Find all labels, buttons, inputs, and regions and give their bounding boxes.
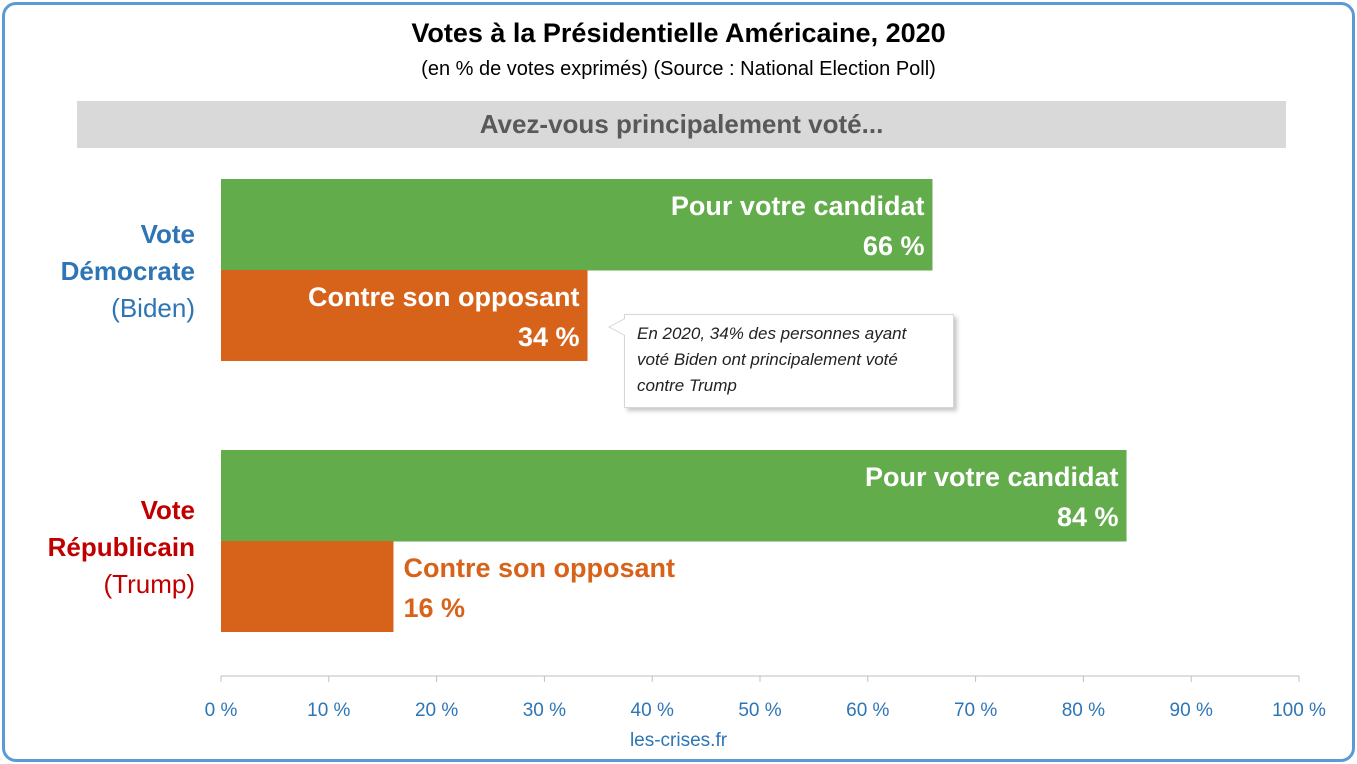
x-tick-label-100: 100 % <box>1272 700 1326 721</box>
data-label-republican-contre: 16 % <box>403 593 465 623</box>
bar-democrat-contre <box>221 270 588 361</box>
group-label-republican: Vote Républicain (Trump) <box>48 492 195 603</box>
group-label-democrat-line3: (Biden) <box>111 293 195 323</box>
x-tick-label-80: 80 % <box>1062 700 1105 721</box>
data-label-democrat-contre: 34 % <box>518 322 580 352</box>
bar-democrat-pour <box>221 179 933 271</box>
x-tick-label-0: 0 % <box>205 700 238 721</box>
group-label-republican-line3: (Trump) <box>103 569 195 599</box>
x-tick-label-30: 30 % <box>523 700 566 721</box>
callout-tail-inner <box>610 319 625 335</box>
group-label-democrat: Vote Démocrate (Biden) <box>61 216 195 327</box>
chart-title: Votes à la Présidentielle Américaine, 20… <box>411 18 946 48</box>
bar-label-democrat-pour: Pour votre candidat <box>671 191 925 221</box>
source-credit: les-crises.fr <box>629 730 728 751</box>
group-label-republican-line1: Vote <box>140 495 195 525</box>
question-banner: Avez-vous principalement voté... <box>77 101 1286 148</box>
data-label-republican-pour: 84 % <box>1057 502 1119 532</box>
x-tick-label-20: 20 % <box>415 700 458 721</box>
x-tick-label-60: 60 % <box>846 700 889 721</box>
bar-label-democrat-contre: Contre son opposant <box>308 282 580 312</box>
bar-republican-contre <box>221 541 394 632</box>
group-label-democrat-line2: Démocrate <box>60 256 195 286</box>
x-tick-label-70: 70 % <box>954 700 997 721</box>
x-tick-label-50: 50 % <box>738 700 781 721</box>
x-tick-label-40: 40 % <box>631 700 674 721</box>
data-label-democrat-pour: 66 % <box>863 231 925 261</box>
chart-subtitle: (en % de votes exprimés) (Source : Natio… <box>421 58 936 80</box>
bar-label-republican-contre: Contre son opposant <box>403 553 674 583</box>
x-tick-label-10: 10 % <box>307 700 350 721</box>
bar-republican-pour <box>221 450 1127 542</box>
bar-label-republican-pour: Pour votre candidat <box>865 462 1119 492</box>
annotation-callout: En 2020, 34% des personnes ayant voté Bi… <box>624 314 954 408</box>
group-label-republican-line2: Républicain <box>47 532 195 562</box>
x-tick-label-90: 90 % <box>1170 700 1213 721</box>
group-label-democrat-line1: Vote <box>140 219 195 249</box>
